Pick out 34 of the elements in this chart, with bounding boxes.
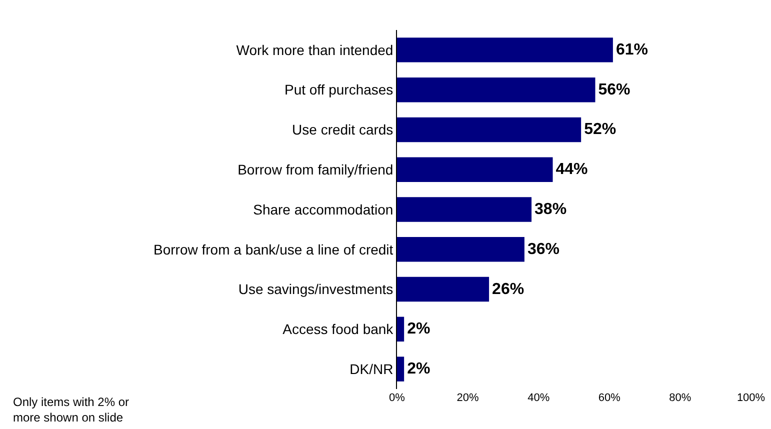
y-tick-label: Use credit cards — [292, 122, 394, 138]
bar — [397, 237, 524, 262]
data-label: 44% — [556, 161, 588, 178]
y-tick-label: DK/NR — [350, 360, 394, 377]
x-tick-label: 0% — [389, 392, 406, 404]
bar — [397, 117, 582, 142]
y-tick-label: Access food bank — [282, 321, 394, 338]
data-label: 2% — [407, 360, 430, 378]
bar — [397, 276, 490, 302]
y-tick-label: Use savings/investments — [238, 281, 394, 298]
y-tick-label: Put off purchases — [284, 82, 394, 98]
data-label: 52% — [584, 121, 616, 138]
y-tick-label: Share accommodation — [253, 201, 394, 218]
y-tick-label: Work more than intended — [236, 42, 394, 58]
bar — [397, 197, 532, 222]
x-tick-label: 20% — [456, 392, 480, 404]
y-tick-label: Borrow from a bank/use a line of credit — [154, 241, 394, 258]
data-label: 61% — [616, 41, 648, 58]
bar — [397, 316, 404, 342]
x-tick-label: 100% — [736, 392, 766, 404]
bar — [397, 157, 553, 182]
data-label: 2% — [407, 320, 430, 338]
data-label: 38% — [534, 201, 567, 218]
x-tick-label: 60% — [598, 392, 621, 404]
x-tick-label: 80% — [669, 392, 692, 404]
bar — [397, 77, 596, 102]
bar — [397, 356, 404, 382]
bar — [397, 38, 613, 62]
data-label: 36% — [527, 240, 560, 258]
text: Only items with 2% or more shown on slide — [13, 395, 130, 425]
y-tick-label: Borrow from family/friend — [238, 162, 394, 178]
data-label: 56% — [598, 81, 630, 98]
x-tick-label: 40% — [528, 392, 550, 404]
data-label: 26% — [492, 280, 524, 298]
